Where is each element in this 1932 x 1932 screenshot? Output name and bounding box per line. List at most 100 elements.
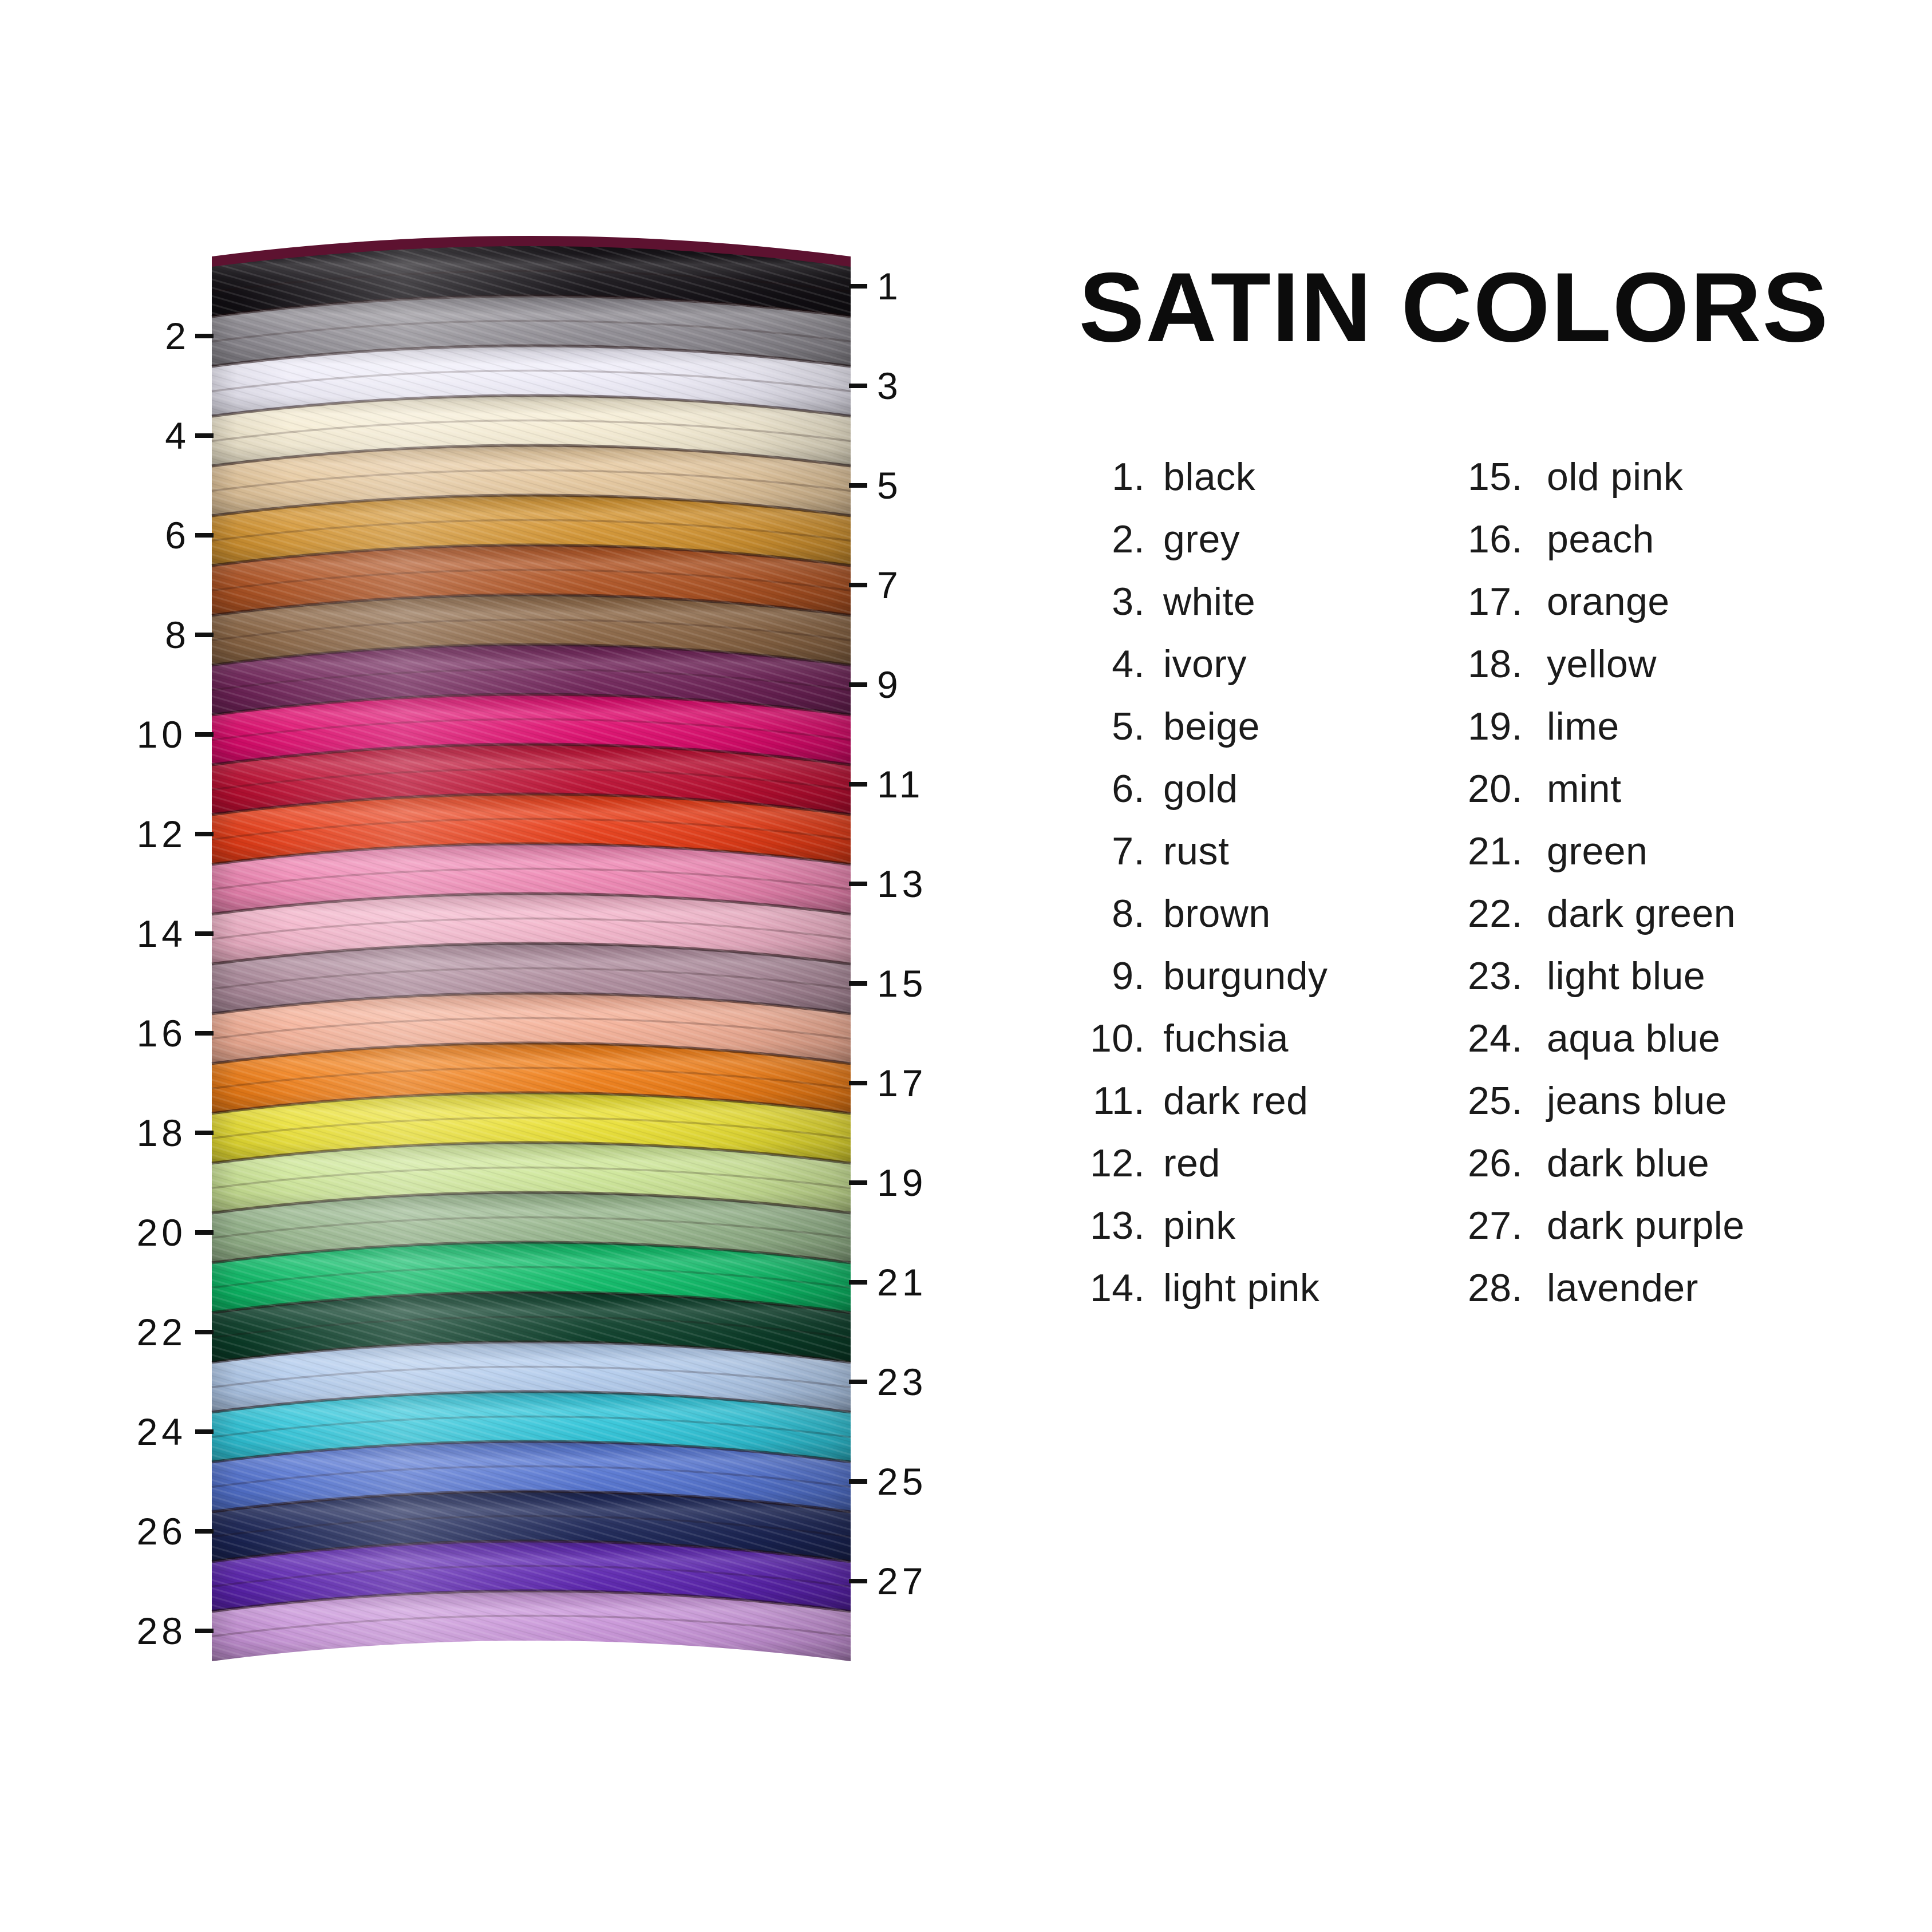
color-list-number: 23. (1467, 954, 1523, 998)
color-list-item: 16. peach (1402, 508, 1745, 570)
color-list-item: 12. red (1025, 1132, 1328, 1194)
cord-tick (849, 1579, 867, 1583)
color-list-name: dark red (1163, 1078, 1309, 1123)
color-list-item: 25. jeans blue (1402, 1069, 1745, 1132)
color-list-number: 24. (1467, 1016, 1523, 1060)
cord-number-label: 8 (165, 614, 187, 656)
color-list-name: brown (1163, 891, 1271, 935)
cord-number-label: 14 (137, 912, 187, 955)
cord-tick (849, 1479, 867, 1484)
cord-tick (195, 931, 214, 936)
cord-tick (195, 533, 214, 538)
cord-number-label: 25 (877, 1460, 927, 1503)
cord-number-label: 26 (137, 1510, 187, 1552)
cord-tick (195, 1429, 214, 1434)
color-list-item: 10. fuchsia (1025, 1007, 1328, 1069)
cord-tick (195, 1629, 214, 1633)
cord-tick (849, 682, 867, 687)
color-list-item: 23. light blue (1402, 945, 1745, 1007)
color-list-number: 18. (1467, 642, 1523, 686)
color-list-number: 13. (1089, 1203, 1145, 1247)
cord-tick (849, 981, 867, 986)
cord-number-label: 1 (877, 265, 899, 307)
cord-tick (195, 1330, 214, 1334)
color-list-name: mint (1547, 767, 1622, 811)
cord-tick (849, 1180, 867, 1185)
cord-tick (849, 882, 867, 886)
cord-tick (195, 1031, 214, 1036)
color-list-number: 19. (1467, 704, 1523, 748)
color-list-name: grey (1163, 517, 1240, 561)
cord-tick (195, 334, 214, 338)
color-list-number: 22. (1467, 891, 1523, 935)
cord-tick (849, 583, 867, 587)
cord-number-label: 12 (137, 813, 187, 855)
cord-number-label: 9 (877, 663, 899, 706)
color-list-item: 18. yellow (1402, 633, 1745, 695)
color-list-name: rust (1163, 829, 1230, 873)
color-list-number: 20. (1467, 767, 1523, 811)
color-list-name: fuchsia (1163, 1016, 1289, 1060)
color-list-name: ivory (1163, 642, 1247, 686)
cord-number-label: 3 (877, 365, 899, 407)
cord-number-label: 18 (137, 1112, 187, 1154)
cord-tick (849, 1081, 867, 1085)
color-list-number: 5. (1112, 704, 1145, 748)
color-list-name: yellow (1547, 642, 1657, 686)
color-list-item: 20. mint (1402, 757, 1745, 820)
color-list-item: 26. dark blue (1402, 1132, 1745, 1194)
color-list-number: 26. (1467, 1141, 1523, 1185)
color-list-number: 11. (1093, 1078, 1145, 1123)
color-list-name: dark blue (1547, 1141, 1710, 1185)
color-list-column-right: 15. old pink 16. peach 17. orange 18. yellow 19.… (1402, 445, 1745, 1319)
color-list-number: 14. (1089, 1266, 1145, 1310)
color-list-name: light pink (1163, 1266, 1320, 1310)
color-list-number: 17. (1467, 579, 1523, 623)
cord-tick (195, 633, 214, 637)
color-list-name: old pink (1547, 455, 1684, 499)
color-list-name: dark green (1547, 891, 1736, 935)
color-list-item: 28. lavender (1402, 1257, 1745, 1319)
cord-tick (195, 1230, 214, 1235)
cord-number-label: 5 (877, 464, 899, 507)
cord-tick (195, 433, 214, 438)
color-list-item: 17. orange (1402, 570, 1745, 633)
cord-number-label: 24 (137, 1411, 187, 1453)
cord-tick (849, 782, 867, 787)
color-list-item: 3. white (1025, 570, 1328, 633)
color-list-name: red (1163, 1141, 1220, 1185)
color-list-item: 27. dark purple (1402, 1194, 1745, 1257)
color-list-item: 15. old pink (1402, 445, 1745, 508)
color-list-item: 4. ivory (1025, 633, 1328, 695)
cord-tick (849, 384, 867, 388)
color-list-number: 4. (1112, 642, 1145, 686)
color-list-name: black (1163, 455, 1256, 499)
color-list-number: 9. (1112, 954, 1145, 998)
color-list-item: 24. aqua blue (1402, 1007, 1745, 1069)
color-list-name: dark purple (1547, 1203, 1745, 1247)
color-list-item: 11. dark red (1025, 1069, 1328, 1132)
cord-number-label: 22 (137, 1311, 187, 1353)
color-list-name: light blue (1547, 954, 1706, 998)
color-list-item: 21. green (1402, 820, 1745, 882)
color-list-number: 15. (1467, 455, 1523, 499)
color-list-number: 21. (1467, 829, 1523, 873)
color-list-name: burgundy (1163, 954, 1328, 998)
page-title: SATIN COLORS (1078, 252, 1830, 362)
color-list-name: aqua blue (1547, 1016, 1721, 1060)
color-list-name: beige (1163, 704, 1260, 748)
color-list-item: 1. black (1025, 445, 1328, 508)
cord-number-label: 21 (877, 1261, 927, 1303)
color-list-item: 5. beige (1025, 695, 1328, 757)
thread-texture-overlay (212, 246, 851, 1661)
cord-number-label: 20 (137, 1211, 187, 1254)
color-list-item: 13. pink (1025, 1194, 1328, 1257)
color-list-name: lavender (1547, 1266, 1698, 1310)
cord-tick (195, 832, 214, 836)
cord-tick (195, 1131, 214, 1135)
color-list-number: 6. (1112, 767, 1145, 811)
cord-number-label: 19 (877, 1161, 927, 1204)
color-list-name: orange (1547, 579, 1670, 623)
spool-edge-sliver (212, 236, 851, 267)
